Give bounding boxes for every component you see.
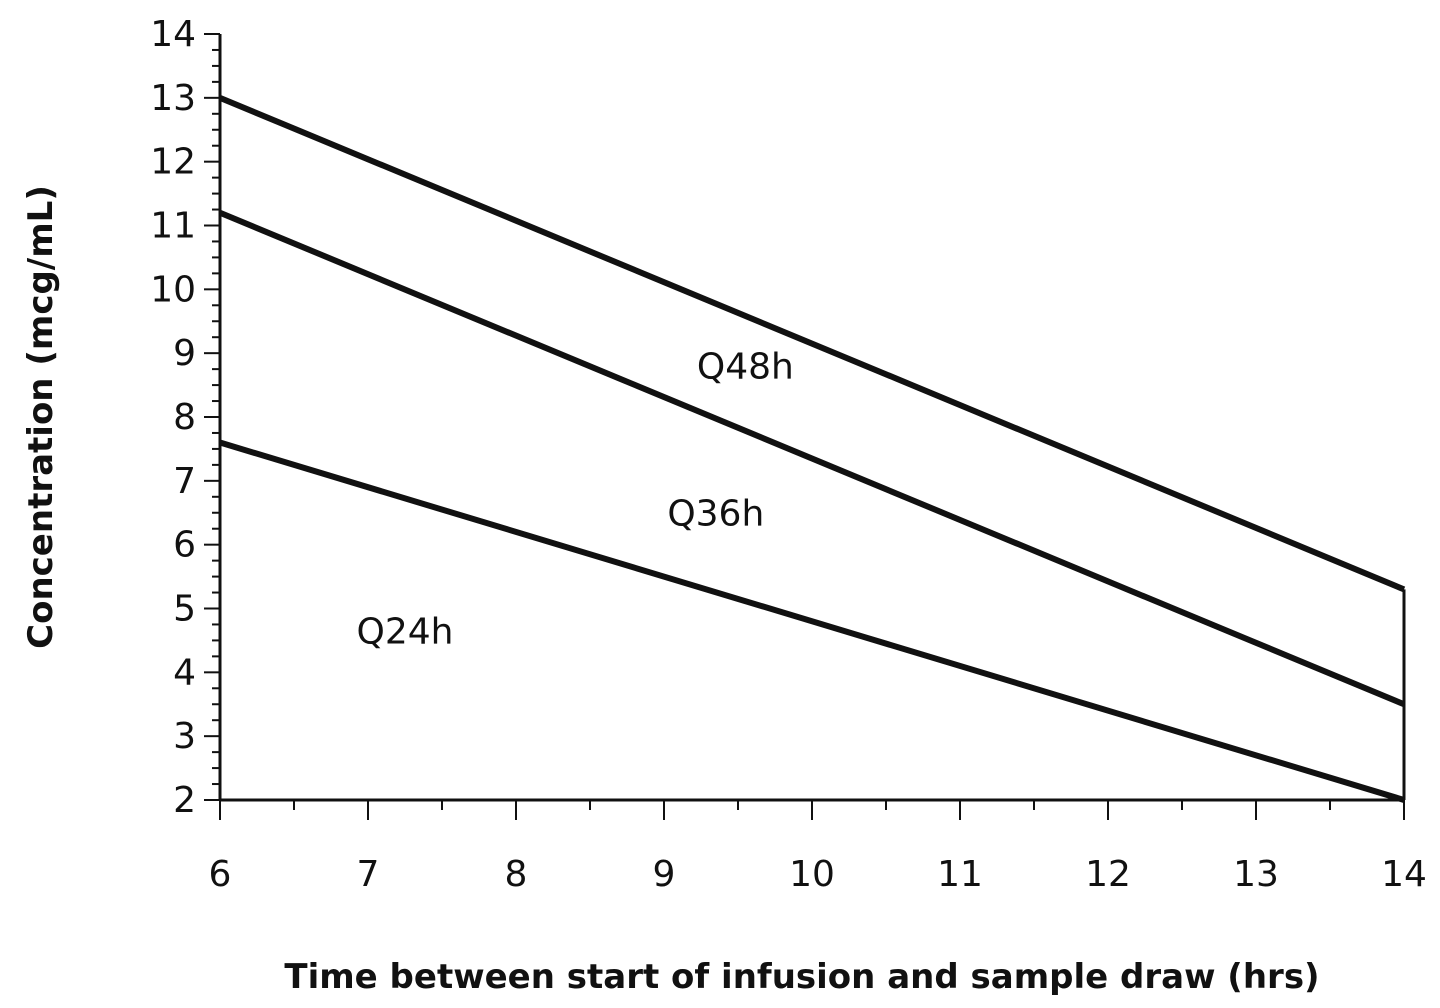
x-tick-label: 14 — [1381, 854, 1427, 895]
y-tick-label: 14 — [150, 14, 196, 55]
region-labels: Q48h Q36h Q24h — [357, 347, 794, 653]
y-tick-label: 10 — [150, 269, 196, 310]
y-tick-label: 9 — [173, 333, 196, 374]
x-tick-label: 8 — [505, 854, 528, 895]
y-tick-label: 4 — [173, 652, 196, 693]
region-label: Q24h — [357, 612, 454, 653]
y-tick-label: 13 — [150, 78, 196, 119]
series-line-3 — [219, 439, 1405, 803]
x-tick-labels: 6 7 8 9 10 11 12 13 14 — [209, 854, 1427, 895]
x-tick-label: 12 — [1085, 854, 1131, 895]
x-tick-label: 6 — [209, 854, 232, 895]
x-tick-label: 10 — [789, 854, 835, 895]
y-tick-label: 6 — [173, 525, 196, 566]
x-tick-label: 7 — [357, 854, 380, 895]
x-tick-label: 9 — [653, 854, 676, 895]
series-line-2 — [218, 209, 1406, 708]
y-tick-label: 12 — [150, 142, 196, 183]
x-tick-label: 11 — [937, 854, 983, 895]
x-axis-title: Time between start of infusion and sampl… — [284, 957, 1319, 997]
x-tick-label: 13 — [1233, 854, 1279, 895]
y-axis-title: Concentration (mcg/mL) — [21, 185, 61, 649]
y-tick-labels: 2 3 4 5 6 7 8 9 10 11 12 13 14 — [150, 14, 196, 821]
y-tick-label: 7 — [173, 461, 196, 502]
series-line-1 — [218, 95, 1406, 593]
region-label: Q36h — [667, 494, 764, 535]
y-tick-label: 11 — [150, 206, 196, 247]
series-group — [218, 95, 1406, 803]
region-label: Q48h — [697, 347, 794, 388]
y-tick-label: 5 — [173, 589, 196, 630]
y-tick-label: 8 — [173, 397, 196, 438]
y-tick-label: 3 — [173, 716, 196, 757]
major-ticks — [204, 33, 1405, 820]
y-tick-label: 2 — [173, 780, 196, 821]
